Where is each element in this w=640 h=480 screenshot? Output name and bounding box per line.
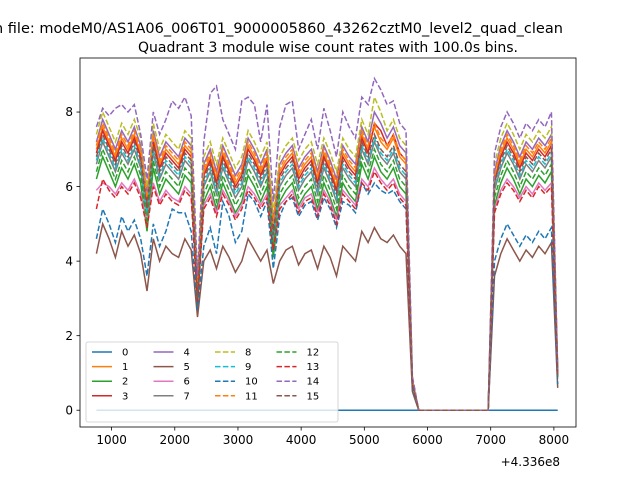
chart-title: Quadrant 3 module wise count rates with …: [138, 40, 518, 56]
legend-label-2: 2: [122, 377, 128, 388]
x-tick-label: 6000: [412, 433, 443, 447]
legend-label-1: 1: [122, 362, 128, 373]
x-tick-label: 3000: [223, 433, 254, 447]
series-lines: [95, 76, 559, 411]
figure-suptitle: n file: modeM0/AS1A06_006T01_9000005860_…: [0, 21, 563, 37]
axes-frame: [79, 57, 577, 428]
legend-label-10: 10: [245, 377, 258, 388]
legend-label-8: 8: [245, 348, 251, 359]
legend-label-15: 15: [307, 391, 320, 402]
x-tick-label: 1000: [96, 433, 127, 447]
y-tick-label: 2: [65, 329, 73, 343]
legend-label-7: 7: [184, 391, 190, 402]
legend-label-0: 0: [122, 348, 128, 359]
series-line-15: [95, 132, 559, 411]
legend-label-5: 5: [184, 362, 190, 373]
legend-label-3: 3: [122, 391, 128, 402]
y-tick-label: 6: [65, 180, 73, 194]
y-tick-label: 8: [65, 105, 73, 119]
legend-box: [85, 341, 339, 423]
y-tick-label: 4: [65, 254, 73, 268]
x-tick-label: 2000: [160, 433, 191, 447]
y-tick-label: 0: [65, 403, 73, 417]
x-tick-label: 7000: [475, 433, 506, 447]
axis-ticks: 1000 2000 3000 4000 5000 6000 7000 8000 0 2 4 6 8: [65, 105, 569, 447]
plot-area: [79, 57, 577, 428]
legend-label-4: 4: [184, 348, 190, 359]
legend-label-14: 14: [307, 377, 320, 388]
legend-label-6: 6: [184, 377, 190, 388]
legend-label-11: 11: [245, 391, 258, 402]
legend-label-9: 9: [245, 362, 251, 373]
x-axis-offset-label: +4.336e8: [501, 455, 560, 469]
series-line-14: [95, 76, 559, 411]
x-tick-label: 8000: [539, 433, 570, 447]
legend-label-13: 13: [307, 362, 320, 373]
legend-label-12: 12: [307, 348, 320, 359]
x-tick-label: 5000: [349, 433, 380, 447]
x-tick-label: 4000: [286, 433, 317, 447]
